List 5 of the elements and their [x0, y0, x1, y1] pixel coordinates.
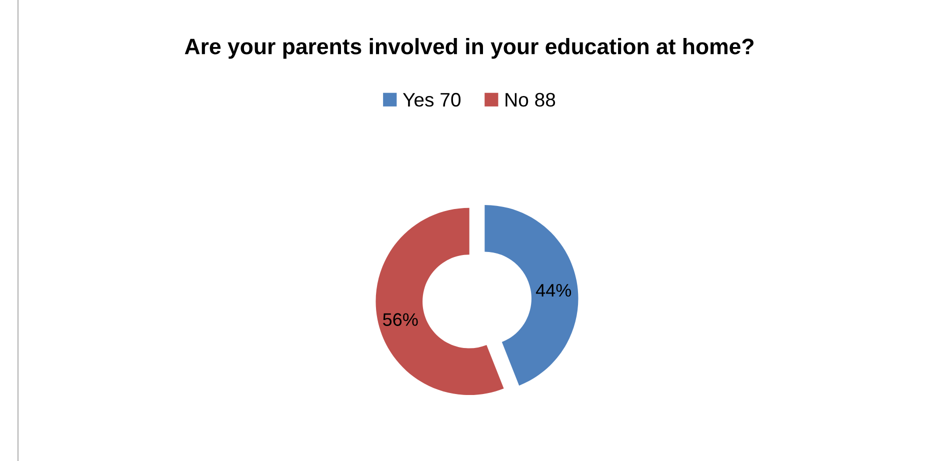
data-label: 44%	[536, 284, 572, 297]
legend-label: No 88	[506, 92, 556, 107]
data-label: 56%	[383, 313, 418, 326]
legend-label: Yes 70	[402, 92, 461, 107]
chart-title: Are your parents involved in your education at home?	[184, 38, 754, 59]
